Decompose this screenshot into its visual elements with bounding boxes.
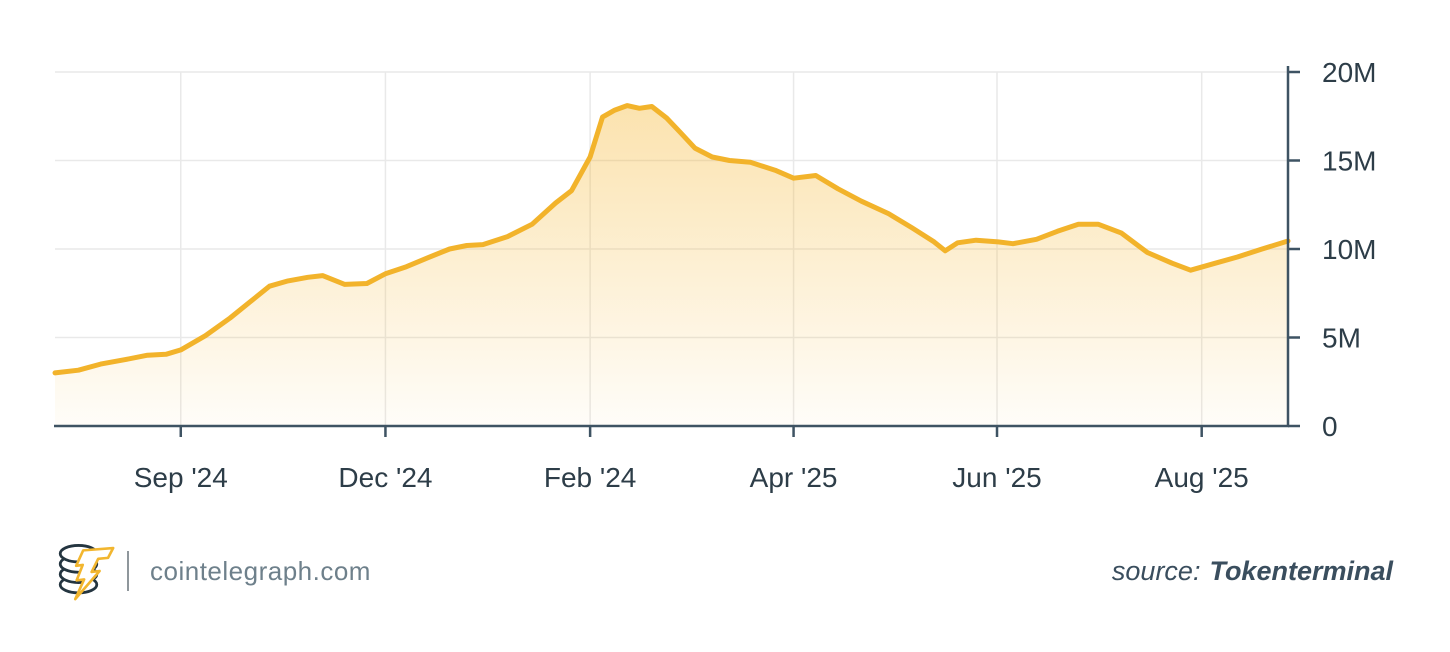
x-axis-label: Sep '24 — [134, 462, 228, 493]
area-chart: Sep '24 Dec '24 Feb '24 Apr '25 Jun '25 Aug '… — [52, 57, 1376, 493]
site-label: cointelegraph.com — [150, 555, 371, 586]
cointelegraph-logo-icon — [58, 543, 115, 601]
source-label: source: — [1111, 555, 1201, 586]
y-axis-label: 5M — [1322, 323, 1361, 354]
y-axis-label: 0 — [1322, 411, 1338, 442]
y-axis-label: 10M — [1322, 234, 1376, 265]
brand: cointelegraph.com — [56, 540, 371, 602]
lightning-bolt-icon — [73, 546, 115, 601]
area-fill — [55, 105, 1288, 426]
x-axis-label: Jun '25 — [952, 462, 1041, 493]
x-axis-label: Dec '24 — [338, 462, 432, 493]
source-credit: source: Tokenterminal — [1112, 556, 1393, 587]
y-axis-label: 20M — [1322, 57, 1376, 88]
footer-divider — [127, 551, 129, 591]
source-value: Tokenterminal — [1209, 555, 1393, 586]
y-axis-label: 15M — [1322, 146, 1376, 177]
data-line — [52, 103, 1291, 376]
x-axis-label: Aug '25 — [1155, 462, 1249, 493]
x-axis-label: Feb '24 — [544, 462, 637, 493]
x-axis-label: Apr '25 — [750, 462, 838, 493]
footer: cointelegraph.com source: Tokenterminal — [56, 538, 1393, 604]
